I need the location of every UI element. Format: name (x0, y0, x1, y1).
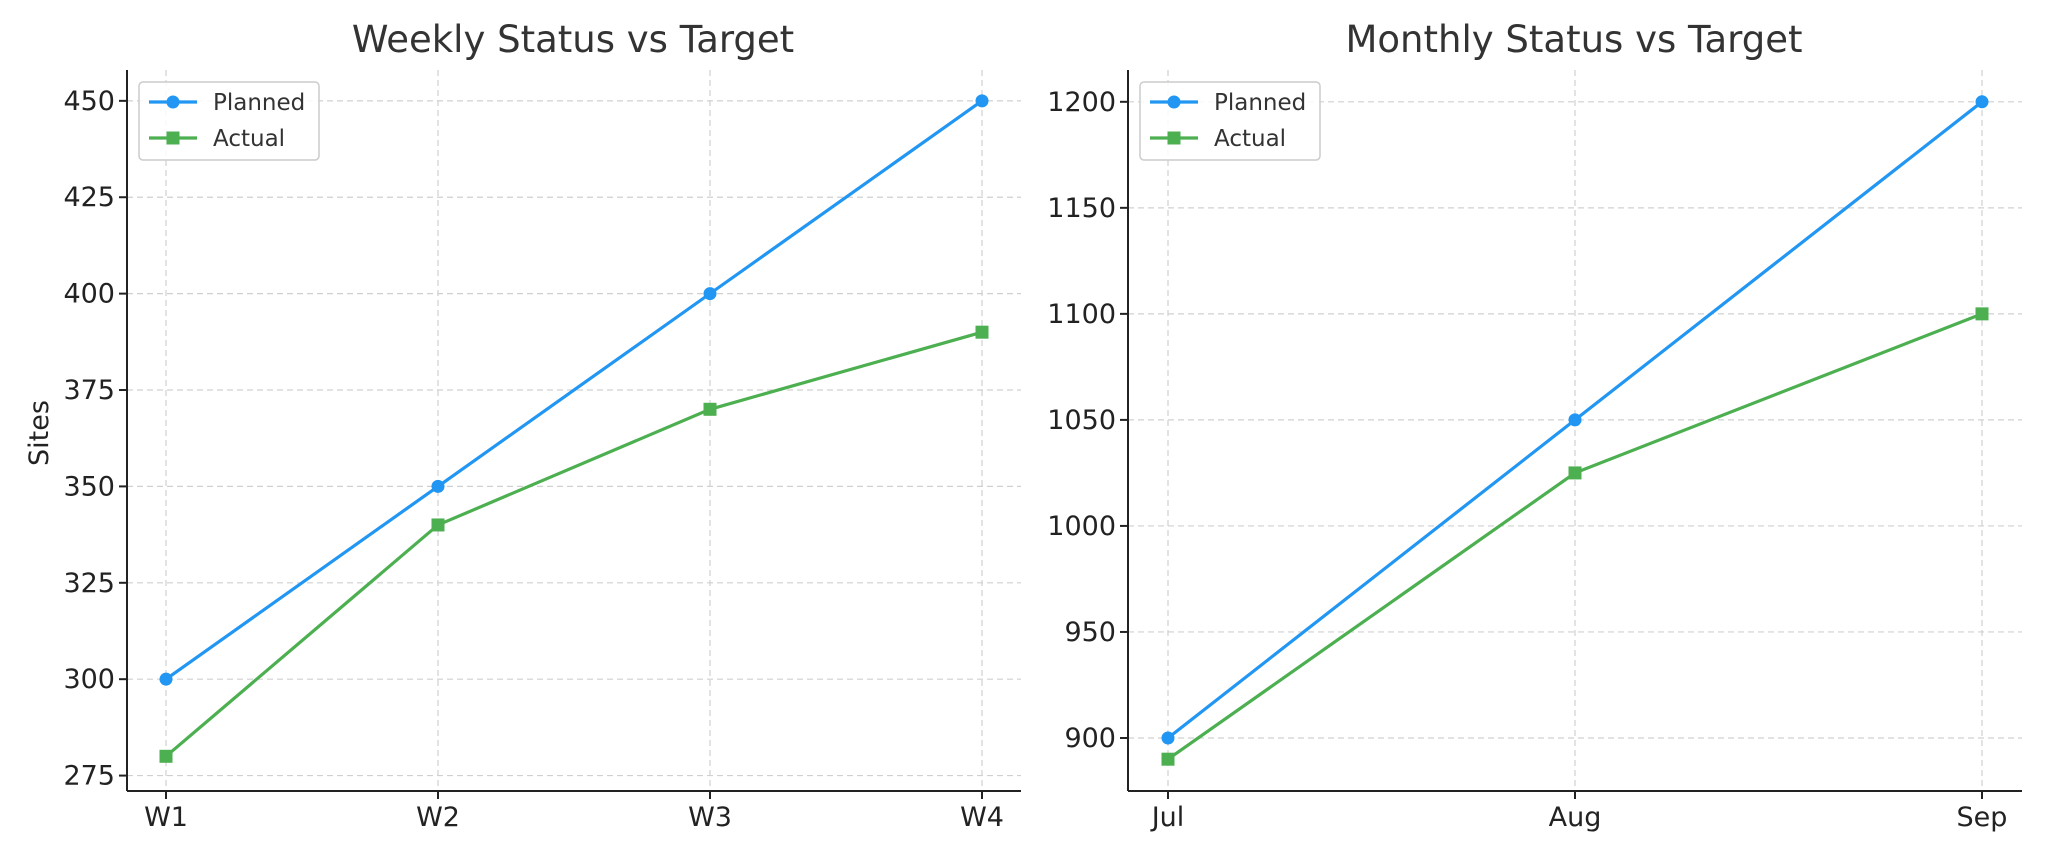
data-point-actual (975, 325, 989, 339)
y-tick-label: 1100 (1047, 299, 1116, 330)
weekly-chart: Weekly Status vs Target Sites 275 300 325 3… (24, 18, 1021, 833)
x-tick-label: W3 (688, 802, 732, 833)
legend-marker-planned (1167, 95, 1181, 109)
y-tick-label: 350 (63, 471, 115, 502)
data-point-planned (1975, 95, 1989, 109)
x-tick-label: Sep (1957, 802, 2008, 833)
y-axis-label: Sites (24, 400, 55, 466)
legend-label-actual: Actual (213, 126, 285, 152)
series-line-planned (165, 99, 983, 681)
legend-label-actual: Actual (1214, 126, 1286, 152)
y-tick-label: 1000 (1047, 511, 1116, 542)
y-tick-label: 300 (63, 664, 115, 695)
x-tick-label: W4 (960, 802, 1004, 833)
y-tick-label: 1200 (1047, 87, 1116, 118)
data-point-actual (159, 749, 173, 763)
y-tick-label: 450 (63, 86, 115, 117)
legend-label-planned: Planned (213, 90, 305, 116)
y-tick-label: 400 (63, 279, 115, 310)
data-point-planned (1568, 413, 1582, 427)
y-tick-label: 325 (63, 568, 115, 599)
x-tick-label: Aug (1549, 802, 1602, 833)
data-point-planned (975, 94, 989, 108)
y-tick-label: 1150 (1047, 193, 1116, 224)
chart-title: Weekly Status vs Target (352, 18, 794, 61)
y-tick-label: 375 (63, 375, 115, 406)
data-point-actual (703, 402, 717, 416)
legend: Planned Actual (1139, 81, 1321, 161)
legend: Planned Actual (138, 81, 320, 161)
x-tick-label: Jul (1150, 802, 1185, 833)
chart-title: Monthly Status vs Target (1346, 18, 1803, 61)
legend-marker-actual (166, 131, 180, 145)
x-tick-label: W2 (416, 802, 460, 833)
y-tick-label: 275 (63, 761, 115, 792)
data-point-actual (1161, 752, 1175, 766)
data-point-actual (1975, 307, 1989, 321)
data-point-planned (431, 479, 445, 493)
y-tick-label: 950 (1064, 617, 1116, 648)
x-tick-label: W1 (144, 802, 188, 833)
data-point-planned (1161, 731, 1175, 745)
legend-label-planned: Planned (1214, 90, 1306, 116)
monthly-chart: Monthly Status vs Target 900 950 1000 1050 1… (1047, 18, 2022, 833)
y-tick-label: 900 (1064, 723, 1116, 754)
data-point-planned (159, 672, 173, 686)
data-point-actual (1568, 466, 1582, 480)
y-tick-label: 425 (63, 182, 115, 213)
data-point-actual (431, 518, 445, 532)
legend-marker-actual (1167, 131, 1181, 145)
y-tick-label: 1050 (1047, 405, 1116, 436)
data-point-planned (703, 287, 717, 301)
series-line-actual (164, 330, 983, 758)
legend-marker-planned (166, 95, 180, 109)
